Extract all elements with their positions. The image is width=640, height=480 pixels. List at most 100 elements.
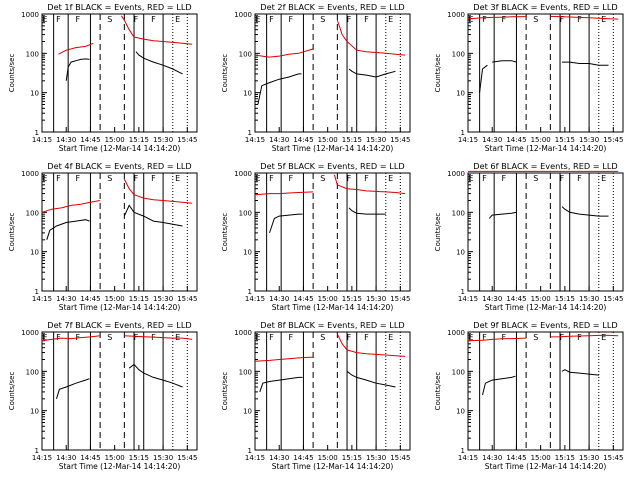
region-label: F <box>269 15 274 24</box>
y-tick-label: 1000 <box>234 11 252 19</box>
region-label: F <box>577 333 582 342</box>
lld-series-line <box>550 15 619 20</box>
x-tick-label: 15:30 <box>366 295 386 303</box>
x-tick-label: 14:30 <box>269 295 289 303</box>
region-label: F <box>76 174 81 183</box>
x-tick-label: 15:15 <box>342 295 362 303</box>
region-label: F <box>289 333 294 342</box>
plot-frame <box>254 13 411 133</box>
y-axis-label: Counts/sec <box>221 213 229 252</box>
y-tick-label: 10 <box>243 249 252 257</box>
x-tick-label: 15:15 <box>342 454 362 462</box>
lld-series-line <box>254 191 314 196</box>
y-tick-label: 100 <box>239 209 252 217</box>
x-tick-label: 14:15 <box>32 136 52 144</box>
x-tick-label: 15:45 <box>177 136 197 144</box>
events-series-line <box>269 213 303 234</box>
plot-frame <box>41 172 198 292</box>
events-series-line <box>492 60 517 63</box>
region-label: S <box>320 15 325 24</box>
x-tick-label: 15:00 <box>531 136 551 144</box>
lld-series-line <box>41 335 101 342</box>
x-tick-label: 14:45 <box>80 295 100 303</box>
detector-panel: Det 8f BLACK = Events, RED = LLD 1 10 100 10… <box>221 320 411 471</box>
panel-title: Det 9f BLACK = Events, RED = LLD <box>473 320 617 330</box>
detector-panel: Det 9f BLACK = Events, RED = LLD 1 10 100 10… <box>434 320 624 471</box>
x-tick-label: 15:00 <box>318 295 338 303</box>
events-series-line <box>259 376 303 393</box>
plot-frame <box>467 172 624 292</box>
lld-series-line <box>123 178 193 204</box>
y-axis-label: Counts/sec <box>434 54 442 93</box>
x-tick-label: 14:45 <box>506 136 526 144</box>
x-tick-label: 14:30 <box>56 136 76 144</box>
x-tick-label: 14:15 <box>245 136 265 144</box>
events-series-line <box>348 68 396 78</box>
region-label: S <box>320 174 325 183</box>
detector-panel: Det 6f BLACK = Events, RED = LLD 1 10 100 10… <box>434 161 624 312</box>
y-tick-label: 1 <box>461 447 465 455</box>
x-tick-label: 14:30 <box>482 295 502 303</box>
x-axis-label: Start Time (12-Mar-14 14:14:20) <box>59 462 181 471</box>
y-axis-label: Counts/sec <box>8 372 16 411</box>
x-axis-label: Start Time (12-Mar-14 14:14:20) <box>485 462 607 471</box>
region-label: F <box>560 174 565 183</box>
region-label: E <box>255 174 260 183</box>
x-axis-label: Start Time (12-Mar-14 14:14:20) <box>485 303 607 312</box>
x-tick-label: 14:30 <box>482 136 502 144</box>
lld-series-line <box>550 334 619 338</box>
y-tick-label: 100 <box>452 368 465 376</box>
x-tick-label: 14:30 <box>56 295 76 303</box>
x-tick-label: 14:15 <box>32 454 52 462</box>
x-tick-label: 15:45 <box>603 136 623 144</box>
region-label: E <box>175 333 180 342</box>
lld-series-line <box>58 42 94 55</box>
x-tick-label: 15:30 <box>366 136 386 144</box>
region-label: F <box>482 15 487 24</box>
plot-frame <box>254 172 411 292</box>
x-tick-label: 15:30 <box>579 295 599 303</box>
region-label: F <box>134 15 139 24</box>
lld-series-line <box>336 333 406 357</box>
region-label: F <box>56 174 61 183</box>
region-label: F <box>502 15 507 24</box>
region-label: F <box>269 174 274 183</box>
x-tick-label: 15:30 <box>366 454 386 462</box>
x-axis-label: Start Time (12-Mar-14 14:14:20) <box>272 462 394 471</box>
panel-title: Det 3f BLACK = Events, RED = LLD <box>473 2 617 12</box>
y-tick-label: 100 <box>26 50 39 58</box>
x-tick-label: 14:15 <box>245 295 265 303</box>
region-label: E <box>601 333 606 342</box>
lld-series-line <box>254 48 314 58</box>
region-label: E <box>468 333 473 342</box>
region-label: E <box>175 174 180 183</box>
region-label: F <box>502 333 507 342</box>
y-tick-label: 1 <box>461 129 465 137</box>
x-tick-label: 15:00 <box>531 454 551 462</box>
x-tick-label: 14:15 <box>458 136 478 144</box>
lld-series-line <box>336 19 406 56</box>
events-series-line <box>123 204 183 227</box>
events-series-line <box>257 73 302 105</box>
events-series-line <box>488 211 517 219</box>
x-tick-label: 14:30 <box>269 454 289 462</box>
events-series-line <box>46 219 90 240</box>
region-label: S <box>107 174 112 183</box>
events-series-line <box>65 58 90 81</box>
lld-series-line <box>333 174 406 195</box>
x-tick-label: 14:45 <box>293 136 313 144</box>
region-label: E <box>42 333 47 342</box>
events-series-line <box>348 207 386 215</box>
region-label: E <box>388 15 393 24</box>
y-tick-label: 1 <box>248 447 252 455</box>
detector-panel: Det 3f BLACK = Events, RED = LLD 1 10 100 10… <box>434 2 624 153</box>
x-tick-label: 14:45 <box>293 295 313 303</box>
x-tick-label: 14:30 <box>482 454 502 462</box>
region-label: S <box>533 15 538 24</box>
region-label: F <box>289 174 294 183</box>
panel-title: Det 8f BLACK = Events, RED = LLD <box>260 320 404 330</box>
x-axis-label: Start Time (12-Mar-14 14:14:20) <box>485 144 607 153</box>
region-label: E <box>601 174 606 183</box>
region-label: F <box>151 15 156 24</box>
y-axis-label: Counts/sec <box>434 372 442 411</box>
